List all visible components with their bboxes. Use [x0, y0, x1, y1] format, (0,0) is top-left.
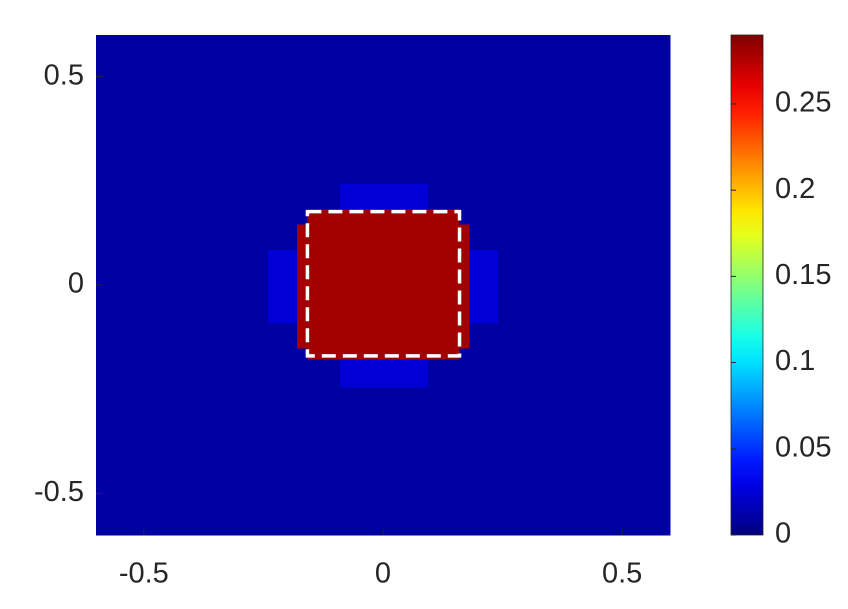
heatmap-cell [268, 387, 298, 536]
heatmap-cell [459, 347, 471, 360]
heatmap-cell [459, 35, 471, 184]
heatmap-cell [296, 249, 308, 323]
heatmap-cell [427, 387, 461, 536]
heatmap-cell [307, 35, 341, 184]
heatmap-cell [268, 359, 298, 388]
heatmap-cell [96, 387, 269, 536]
heatmap-cell [497, 347, 671, 360]
heatmap-cell [339, 183, 429, 210]
y-tick-label: 0 [68, 268, 84, 300]
heatmap-cell [307, 359, 341, 388]
x-tick-label: -0.5 [119, 558, 169, 590]
heatmap-cell [339, 359, 429, 388]
heatmap-cell [427, 183, 461, 210]
heatmap-cell [469, 224, 499, 251]
heatmap-cell [96, 224, 269, 251]
heatmap-cell [296, 208, 308, 225]
heatmap-cell [469, 387, 499, 536]
heatmap-cell [469, 183, 499, 210]
heatmap-cell [497, 322, 671, 349]
heatmap-cell [459, 387, 471, 536]
heatmap-cell [339, 35, 429, 184]
colorbar-tick-label: 0.25 [775, 87, 831, 119]
heatmap-cell [497, 224, 671, 251]
y-tick-label: -0.5 [34, 476, 84, 508]
y-tick-label: 0.5 [44, 59, 84, 91]
heatmap-cell [268, 183, 298, 210]
heatmap-cell [469, 208, 499, 225]
heatmap-cell [339, 322, 429, 349]
heatmap-cell [497, 387, 671, 536]
heatmap-cell [96, 347, 269, 360]
heatmap-cell [307, 347, 341, 360]
heatmap-cell [459, 183, 471, 210]
heatmap-cell [459, 249, 471, 323]
colorbar-tick-label: 0.05 [775, 431, 831, 463]
heatmap-cell [307, 387, 341, 536]
heatmap-cell [497, 35, 671, 184]
heatmap-cell [459, 322, 471, 349]
heatmap-cell [427, 249, 461, 323]
heatmap-cell [268, 322, 298, 349]
heatmap-cell [96, 35, 269, 184]
heatmap-cell [296, 183, 308, 210]
heatmap-cell [469, 35, 499, 184]
x-tick-label: 0.5 [602, 558, 642, 590]
heatmap-cell [96, 322, 269, 349]
heatmap-cell [339, 347, 429, 360]
heatmap-cell [497, 208, 671, 225]
colorbar-tick-label: 0.2 [775, 173, 815, 205]
heatmap-cell [339, 249, 429, 323]
heatmap-cell [296, 387, 308, 536]
heatmap-cell [459, 224, 471, 251]
heatmap-cell [268, 208, 298, 225]
heatmap-cell [96, 208, 269, 225]
heatmap-cell [497, 183, 671, 210]
heatmap-cell [268, 35, 298, 184]
heatmap-cell [469, 249, 499, 323]
colorbar-tick-label: 0.1 [775, 345, 815, 377]
heatmap-cell [427, 322, 461, 349]
heatmap-cell [469, 322, 499, 349]
colorbar-tick-label: 0.15 [775, 259, 831, 291]
colorbar [730, 34, 764, 536]
x-tick-label: 0 [375, 558, 391, 590]
heatmap-cell [307, 249, 341, 323]
heatmap-cell [427, 359, 461, 388]
heatmap-cell [427, 35, 461, 184]
heatmap-cell [296, 359, 308, 388]
heatmap-cell [497, 249, 671, 323]
heatmap-cell [96, 359, 269, 388]
heatmap-cell [307, 224, 341, 251]
heatmap-cell [459, 359, 471, 388]
heatmap-cell [296, 322, 308, 349]
heatmap-cell [497, 359, 671, 388]
colorbar-tick-label: 0 [775, 518, 791, 550]
heatmap-cell [296, 347, 308, 360]
heatmap-cell [268, 347, 298, 360]
heatmap-cell [96, 183, 269, 210]
heatmap-cell [268, 224, 298, 251]
heatmap-cell [296, 35, 308, 184]
highlight-box [305, 209, 462, 358]
heatmap-cell [296, 224, 308, 251]
heatmap-cell [469, 359, 499, 388]
heatmap-cell [96, 249, 269, 323]
heatmap-cell [339, 224, 429, 251]
heatmap-cell [427, 224, 461, 251]
heatmap-cell [268, 249, 298, 323]
heatmap-cell [339, 387, 429, 536]
heatmap-cell [469, 347, 499, 360]
heatmap-cell [427, 347, 461, 360]
heatmap-cell [307, 183, 341, 210]
heatmap-cell [307, 322, 341, 349]
heatmap-cell [459, 208, 471, 225]
